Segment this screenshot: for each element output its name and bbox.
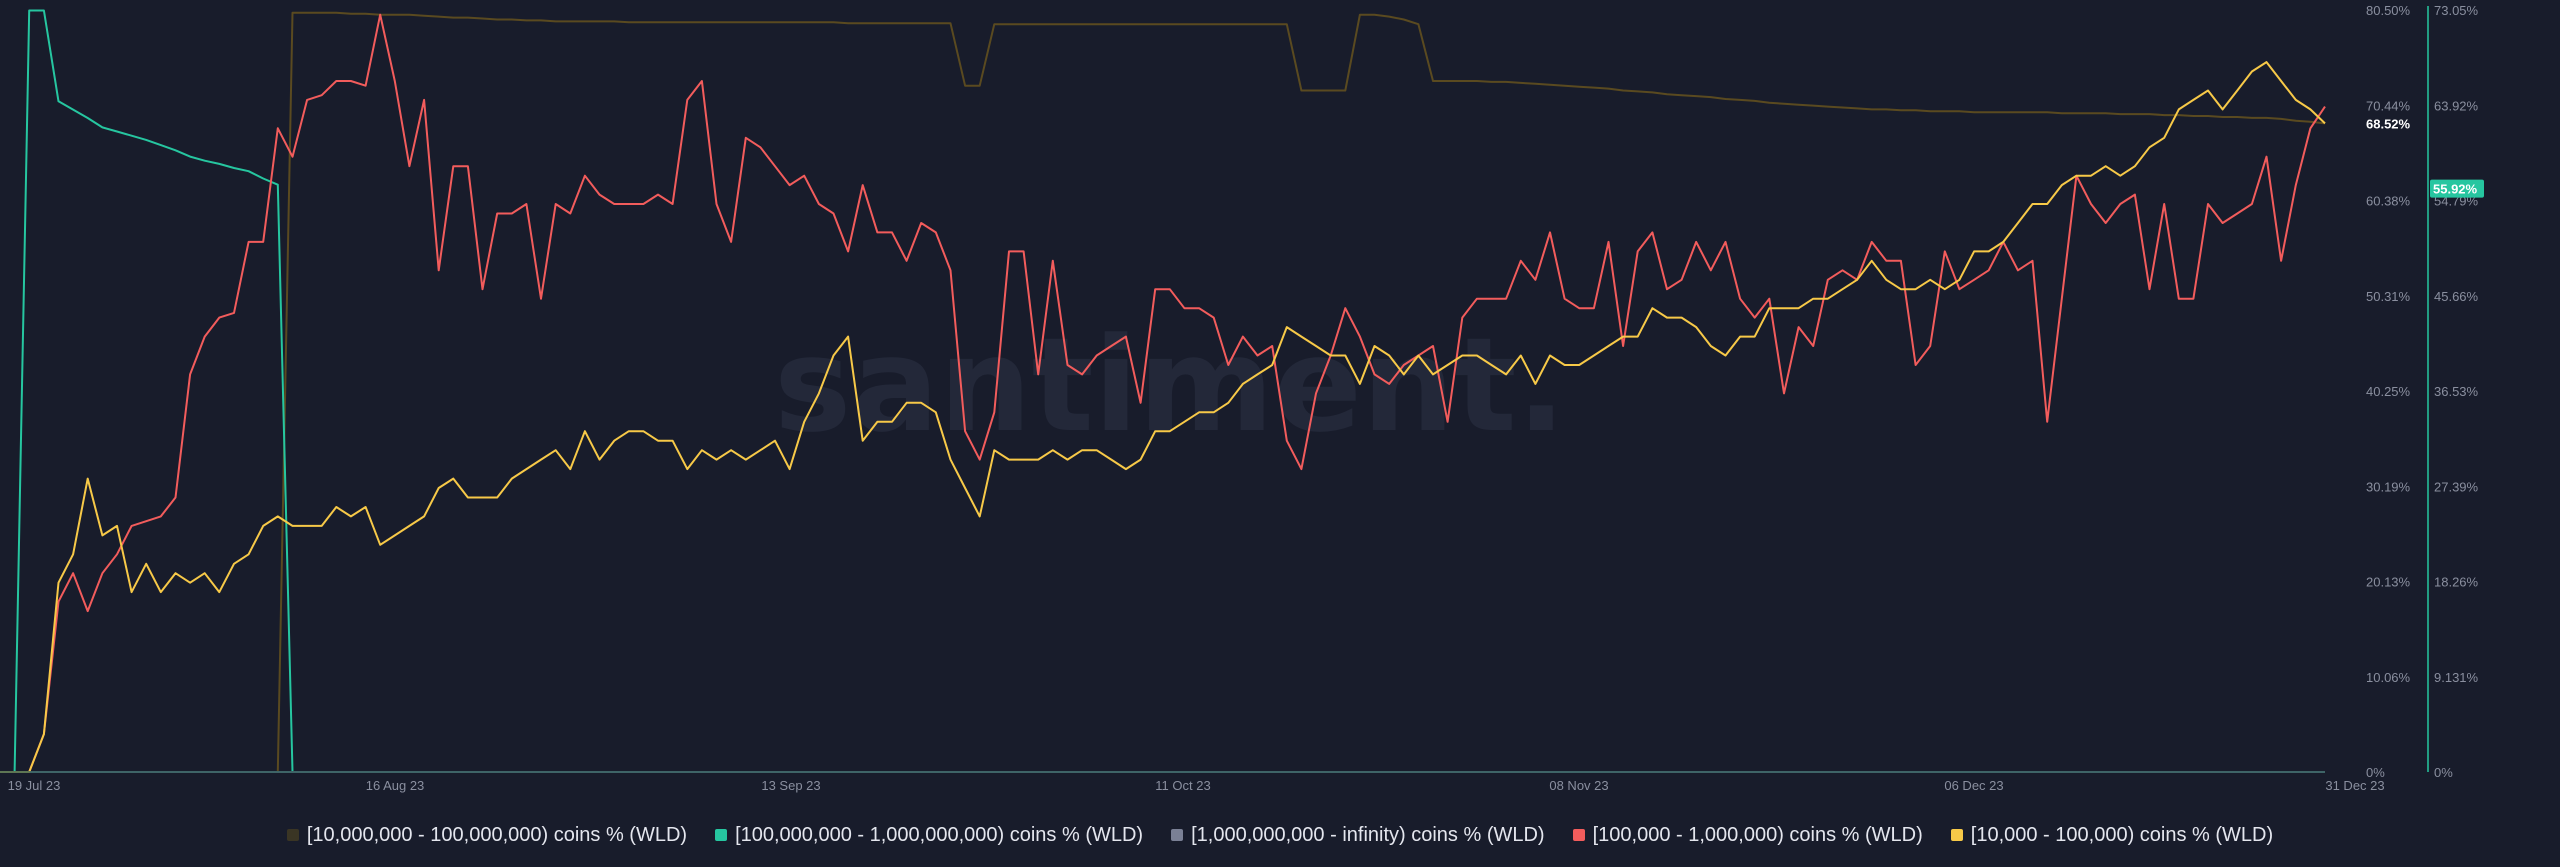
y-right-tick-label: 45.66% <box>2434 289 2479 304</box>
legend-swatch <box>1950 829 1963 841</box>
y-left-tick-label: 80.50% <box>2366 3 2411 18</box>
watermark: santiment. <box>774 309 1566 461</box>
y-left-tick-label: 30.19% <box>2366 479 2411 494</box>
legend-label: [1,000,000,000 - infinity) coins % (WLD) <box>1191 823 1545 846</box>
y-right-tick-label: 0% <box>2434 765 2453 780</box>
legend-swatch <box>286 829 299 841</box>
x-tick-label: 16 Aug 23 <box>366 778 425 793</box>
series-line-0 <box>0 11 2326 773</box>
legend-item[interactable]: [1,000,000,000 - infinity) coins % (WLD) <box>1171 824 1545 847</box>
y-left-tick-label: 10.06% <box>2366 670 2411 685</box>
legend-label: [100,000,000 - 1,000,000,000) coins % (W… <box>735 823 1144 846</box>
current-value-right: 55.92% <box>2433 182 2478 197</box>
legend-swatch <box>715 829 728 841</box>
y-right-tick-label: 27.39% <box>2434 479 2479 494</box>
legend-label: [10,000 - 100,000) coins % (WLD) <box>1970 823 2274 846</box>
axes: 0% 10.06% 20.13% 30.19% 40.25% 50.31% 60.38% 70… <box>0 3 2484 793</box>
x-tick-label: 31 Dec 23 <box>2325 778 2384 793</box>
current-value-badge <box>2430 179 2484 198</box>
y-right-tick-label: 63.92% <box>2434 98 2479 113</box>
x-tick-label: 06 Dec 23 <box>1944 778 2003 793</box>
legend-item[interactable]: [10,000 - 100,000) coins % (WLD) <box>1950 823 2274 847</box>
y-left-tick-label: 40.25% <box>2366 384 2411 399</box>
y-left-tick-label: 70.44% <box>2366 98 2411 113</box>
watermark-text: santiment. <box>774 309 1566 461</box>
x-tick-label: 08 Nov 23 <box>1549 778 1608 793</box>
legend-swatch <box>1171 829 1184 841</box>
x-tick-label: 19 Jul 23 <box>8 778 61 793</box>
legend: [10,000,000 - 100,000,000) coins % (WLD)… <box>0 820 2560 850</box>
legend-item[interactable]: [100,000,000 - 1,000,000,000) coins % (W… <box>715 824 1143 847</box>
y-left-tick-label: 50.31% <box>2366 289 2411 304</box>
legend-item[interactable]: [10,000,000 - 100,000,000) coins % (WLD) <box>286 823 688 847</box>
current-value-left: 68.52% <box>2366 116 2411 131</box>
legend-label: [10,000,000 - 100,000,000) coins % (WLD) <box>306 823 688 846</box>
legend-swatch <box>1572 829 1585 841</box>
series-line-3 <box>0 13 2326 773</box>
y-right-tick-label: 18.26% <box>2434 575 2479 590</box>
legend-item[interactable]: [100,000 - 1,000,000) coins % (WLD) <box>1572 823 1923 847</box>
y-left-tick-label: 20.13% <box>2366 575 2411 590</box>
x-tick-label: 11 Oct 23 <box>1155 778 1210 793</box>
line-chart: santiment. 0% 10.06% 20.13% 30.19% 40.25% 50.… <box>0 3 2484 793</box>
y-right-tick-label: 73.05% <box>2434 3 2479 18</box>
y-right-tick-label: 36.53% <box>2434 384 2479 399</box>
series-line-4 <box>0 61 2326 773</box>
y-left-tick-label: 60.38% <box>2366 194 2411 209</box>
y-right-tick-label: 9.131% <box>2434 670 2479 685</box>
y-left-tick-label: 0% <box>2366 765 2385 780</box>
x-tick-label: 13 Sep 23 <box>761 778 820 793</box>
legend-label: [100,000 - 1,000,000) coins % (WLD) <box>1592 823 1923 846</box>
